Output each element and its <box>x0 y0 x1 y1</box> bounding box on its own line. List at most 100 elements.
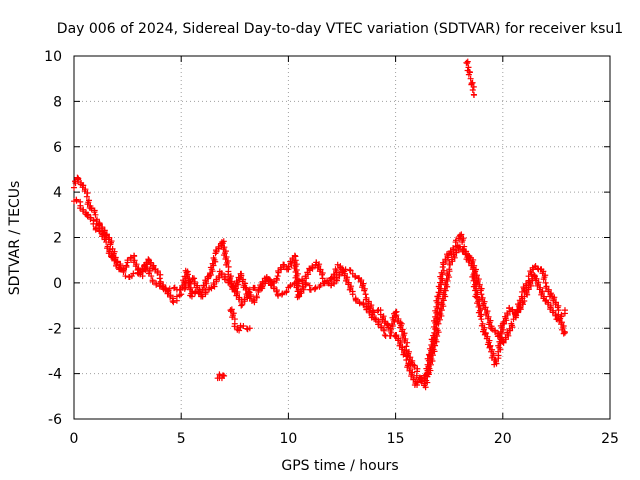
data-point <box>178 291 185 298</box>
data-point <box>270 285 277 292</box>
data-point <box>453 237 460 244</box>
data-point <box>122 273 129 280</box>
data-point <box>165 288 172 295</box>
data-point <box>330 279 337 286</box>
data-point <box>531 272 538 279</box>
y-tick-label: -2 <box>48 321 62 337</box>
x-tick-label: 25 <box>601 431 619 447</box>
data-point <box>349 291 356 298</box>
data-point <box>274 273 281 280</box>
x-tick-label: 5 <box>177 431 186 447</box>
x-axis-label: GPS time / hours <box>281 458 398 474</box>
data-point <box>241 296 248 303</box>
data-point <box>90 220 97 227</box>
data-point <box>79 208 86 215</box>
data-point <box>491 328 498 335</box>
data-point <box>88 205 95 212</box>
data-point <box>212 247 219 254</box>
data-point <box>307 286 314 293</box>
data-point <box>258 281 265 288</box>
data-point <box>381 332 388 339</box>
data-point <box>96 228 103 235</box>
data-point <box>283 288 290 295</box>
data-point <box>225 279 232 286</box>
data-point <box>547 306 554 313</box>
data-point <box>465 71 472 78</box>
data-point <box>319 275 326 282</box>
data-point <box>352 273 359 280</box>
data-point <box>246 325 253 332</box>
data-point <box>84 213 91 220</box>
data-point <box>73 197 80 204</box>
data-point <box>240 322 247 329</box>
data-point <box>363 306 370 313</box>
data-point <box>202 288 209 295</box>
data-point <box>418 375 424 382</box>
data-point <box>221 372 228 379</box>
data-point <box>188 293 195 300</box>
data-point <box>170 299 177 306</box>
data-point <box>173 293 180 300</box>
data-point <box>467 75 474 82</box>
data-point <box>71 184 77 191</box>
data-point <box>221 276 228 283</box>
data-point <box>210 254 217 261</box>
data-point <box>469 87 476 94</box>
data-point <box>506 305 513 312</box>
data-point <box>411 364 418 371</box>
data-point <box>514 307 521 314</box>
data-point <box>281 261 288 268</box>
data-point <box>186 278 193 285</box>
data-point <box>447 248 454 255</box>
x-tick-label: 20 <box>494 431 512 447</box>
data-point <box>148 273 155 280</box>
data-point <box>92 226 99 233</box>
data-point <box>377 324 384 331</box>
data-point <box>361 287 368 294</box>
data-point <box>267 282 274 289</box>
data-point <box>92 211 99 218</box>
data-point <box>156 282 163 289</box>
data-point <box>450 244 457 251</box>
data-point <box>561 329 568 336</box>
data-point <box>560 330 567 337</box>
data-point <box>347 267 354 274</box>
data-point <box>143 265 150 272</box>
data-point <box>549 309 556 316</box>
data-point <box>462 251 469 258</box>
x-tick-label: 15 <box>387 431 405 447</box>
data-point <box>470 83 477 90</box>
data-point <box>534 265 541 272</box>
data-point <box>303 281 310 288</box>
x-tick-label: 0 <box>70 431 79 447</box>
data-point <box>275 292 282 299</box>
data-point <box>117 266 124 273</box>
data-point <box>488 325 495 332</box>
data-point <box>253 293 260 300</box>
data-point <box>231 323 238 330</box>
data-point <box>291 279 298 286</box>
data-point <box>372 316 379 323</box>
data-point <box>96 222 103 229</box>
data-point <box>220 372 227 379</box>
axis-ticks <box>73 55 611 420</box>
data-point <box>309 263 316 270</box>
data-point <box>459 248 466 255</box>
data-point <box>74 178 81 185</box>
tick-labels: 0 5 10 15 20 25 -6 -4 -2 0 2 4 6 8 10 <box>44 49 619 447</box>
data-point <box>160 286 167 293</box>
data-point <box>127 254 134 261</box>
data-point <box>141 262 148 269</box>
data-point <box>103 239 110 246</box>
data-point <box>352 297 359 304</box>
y-tick-label: -4 <box>48 367 62 383</box>
data-point <box>542 279 549 286</box>
data-point <box>312 284 319 291</box>
y-tick-label: 4 <box>53 185 62 201</box>
data-point <box>236 327 243 334</box>
data-point <box>182 281 189 288</box>
data-point <box>255 286 262 293</box>
data-point <box>554 304 561 311</box>
data-point <box>542 297 549 304</box>
data-point <box>404 339 411 346</box>
